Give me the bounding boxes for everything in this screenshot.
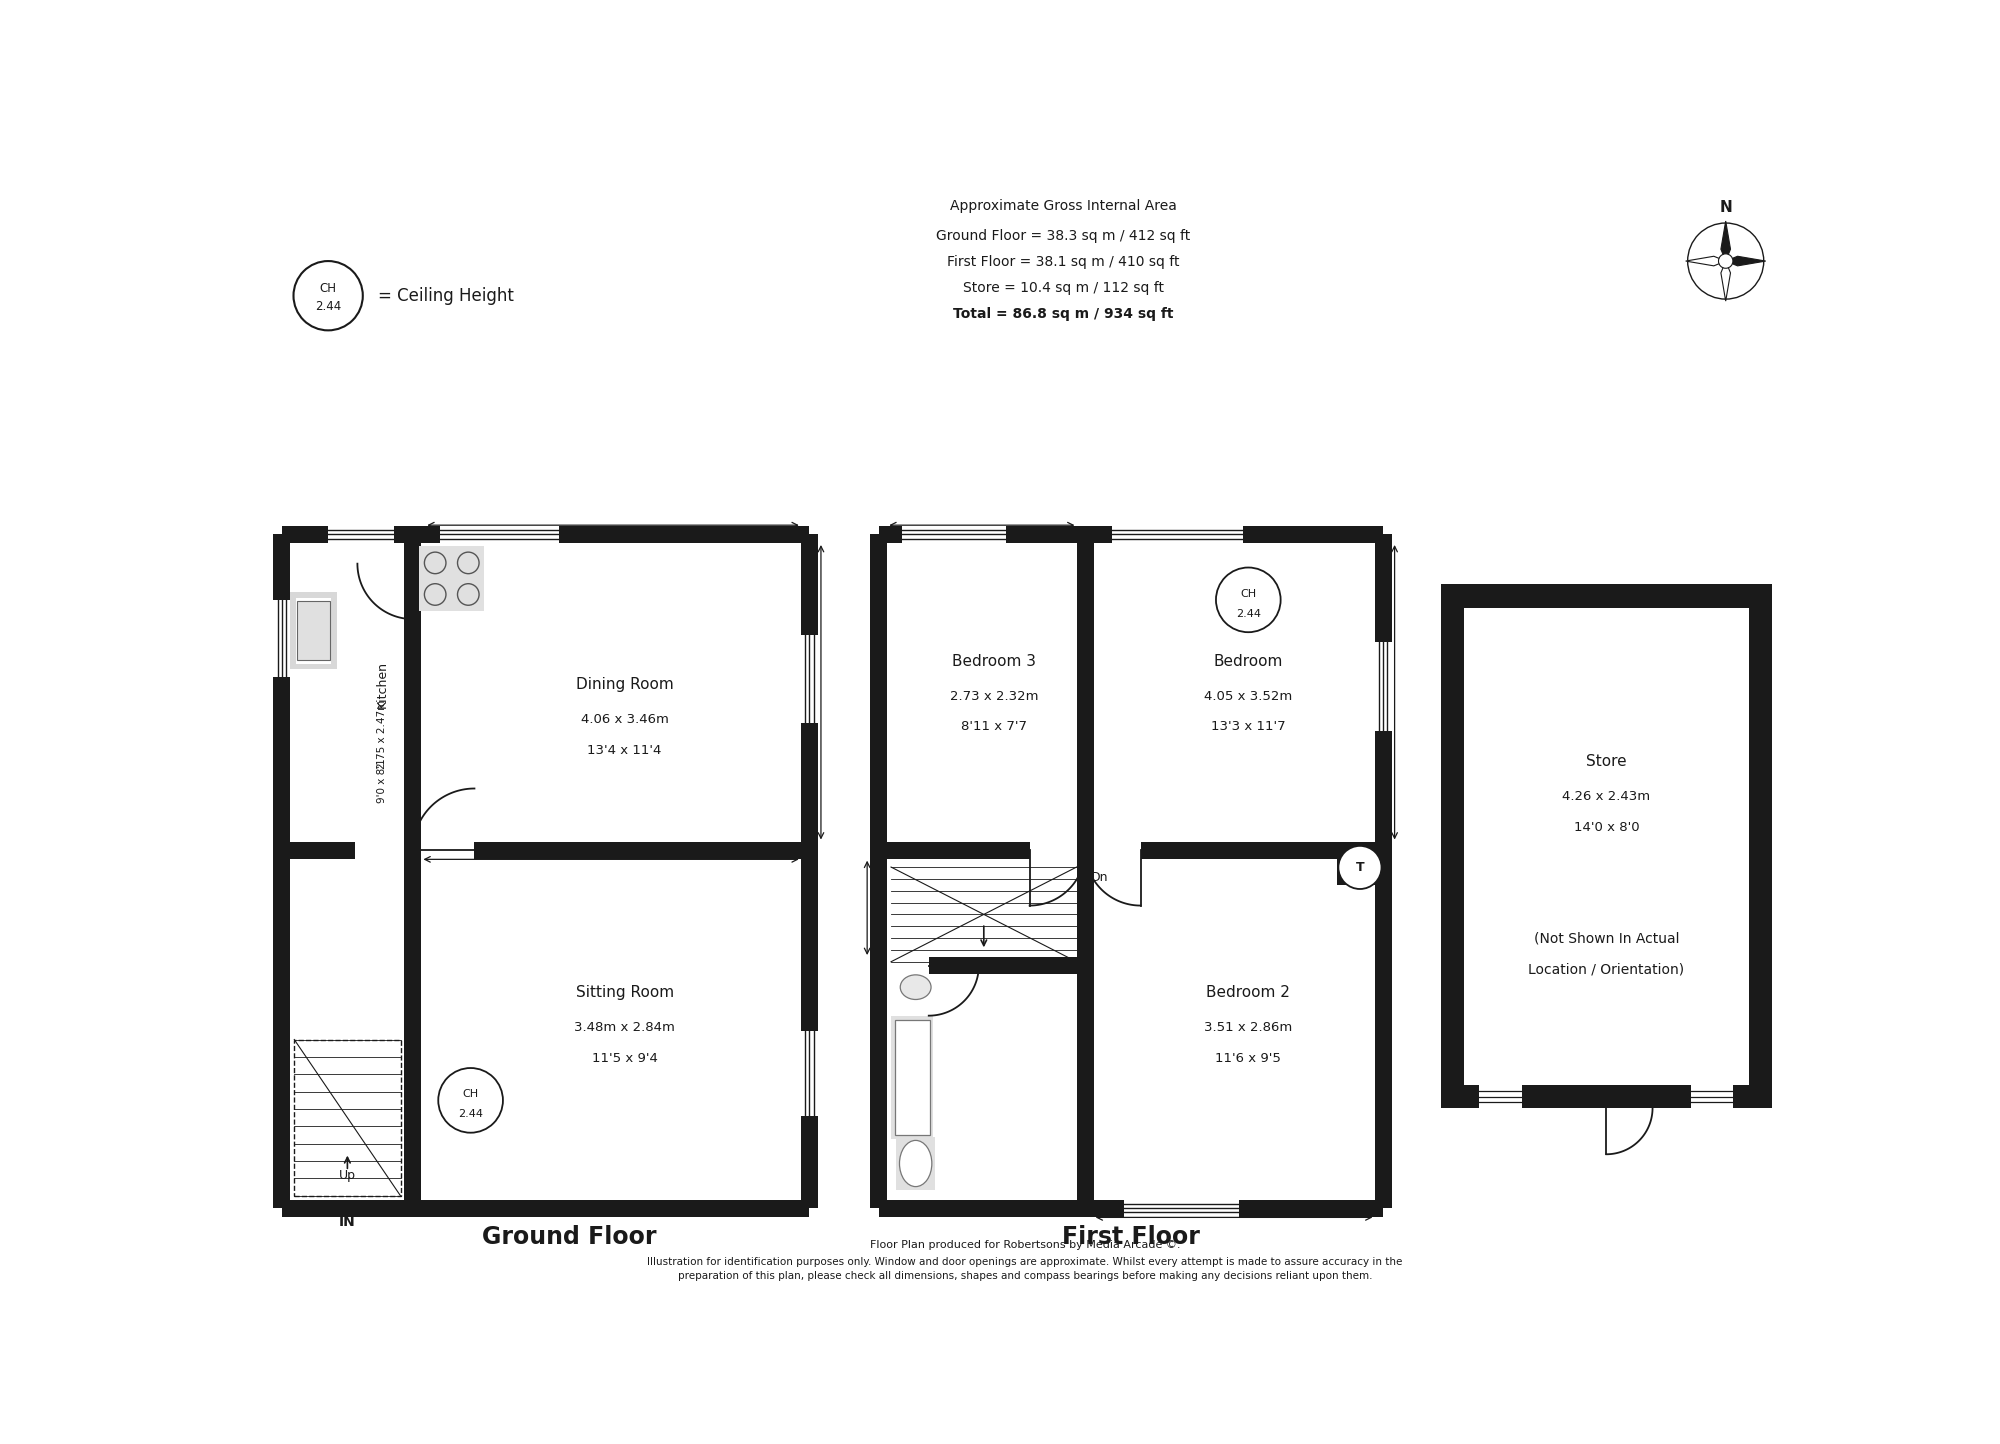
Bar bbox=[274, 534, 290, 1209]
Bar bbox=[404, 851, 422, 1031]
Text: 3.51 x 2.86m: 3.51 x 2.86m bbox=[1204, 1021, 1292, 1034]
Text: 14'0 x 8'0: 14'0 x 8'0 bbox=[1574, 820, 1640, 833]
Bar bbox=[800, 634, 818, 723]
Bar bbox=[440, 526, 560, 543]
Text: Bedroom 3: Bedroom 3 bbox=[952, 654, 1036, 669]
Text: Approximate Gross Internal Area: Approximate Gross Internal Area bbox=[950, 199, 1176, 214]
Bar bbox=[1112, 526, 1242, 543]
Text: Kitchen: Kitchen bbox=[376, 661, 388, 708]
Text: 11'5 x 9'4: 11'5 x 9'4 bbox=[592, 1051, 658, 1064]
Bar bbox=[282, 1200, 810, 1217]
Text: N: N bbox=[1720, 199, 1732, 215]
Text: CH: CH bbox=[320, 282, 336, 295]
Text: Store: Store bbox=[1586, 754, 1626, 770]
Text: First Floor = 38.1 sq m / 410 sq ft: First Floor = 38.1 sq m / 410 sq ft bbox=[948, 256, 1180, 269]
Bar bbox=[1336, 851, 1354, 885]
Bar bbox=[1692, 1084, 1734, 1108]
Polygon shape bbox=[1686, 256, 1726, 266]
Bar bbox=[878, 526, 1384, 543]
Text: 9'0 x 8'1: 9'0 x 8'1 bbox=[378, 758, 388, 803]
Text: 4.06 x 3.46m: 4.06 x 3.46m bbox=[580, 713, 668, 726]
Bar bbox=[1124, 1200, 1240, 1217]
Text: (Not Shown In Actual: (Not Shown In Actual bbox=[1534, 931, 1680, 946]
Bar bbox=[878, 1200, 1384, 1217]
Bar bbox=[294, 1040, 400, 1196]
Bar bbox=[1440, 1084, 1772, 1108]
Text: Illustration for identification purposes only. Window and door openings are appr: Illustration for identification purposes… bbox=[648, 1258, 1402, 1266]
Text: Ground Floor: Ground Floor bbox=[482, 1226, 656, 1249]
Bar bbox=[298, 601, 330, 660]
Text: Bedroom: Bedroom bbox=[1214, 654, 1282, 669]
Text: Bedroom 2: Bedroom 2 bbox=[1206, 985, 1290, 1001]
Bar bbox=[1076, 851, 1094, 1209]
Bar bbox=[1346, 868, 1374, 885]
Text: Dn: Dn bbox=[1090, 871, 1108, 884]
Text: 4.05 x 3.52m: 4.05 x 3.52m bbox=[1204, 690, 1292, 703]
Text: 2.75 x 2.47m: 2.75 x 2.47m bbox=[378, 700, 388, 770]
Bar bbox=[290, 592, 336, 669]
Bar bbox=[928, 957, 1086, 975]
Text: 8'11 x 7'7: 8'11 x 7'7 bbox=[962, 721, 1028, 734]
Bar bbox=[878, 842, 1030, 859]
Text: CH: CH bbox=[462, 1089, 478, 1099]
Text: Up: Up bbox=[338, 1170, 356, 1183]
Text: T: T bbox=[1356, 861, 1364, 874]
Bar bbox=[1374, 534, 1392, 1209]
Text: 13'4 x 11'4: 13'4 x 11'4 bbox=[588, 744, 662, 757]
Bar bbox=[1440, 596, 1464, 1096]
Text: preparation of this plan, please check all dimensions, shapes and compass bearin: preparation of this plan, please check a… bbox=[678, 1271, 1372, 1281]
Polygon shape bbox=[1720, 261, 1730, 302]
Bar bbox=[870, 534, 888, 1209]
Ellipse shape bbox=[900, 975, 932, 999]
Bar bbox=[404, 1031, 422, 1209]
Bar bbox=[894, 1019, 930, 1135]
Polygon shape bbox=[1720, 221, 1730, 261]
Bar bbox=[800, 1031, 818, 1116]
Bar bbox=[1076, 534, 1094, 851]
Text: 2.44: 2.44 bbox=[1236, 609, 1260, 618]
Circle shape bbox=[1718, 254, 1732, 269]
Bar bbox=[420, 546, 484, 611]
Bar bbox=[892, 1015, 934, 1139]
Bar bbox=[1140, 842, 1384, 859]
Bar bbox=[1374, 643, 1392, 731]
Text: 2.44: 2.44 bbox=[316, 300, 342, 313]
Bar bbox=[896, 1136, 934, 1190]
Text: CH: CH bbox=[1240, 589, 1256, 599]
Text: IN: IN bbox=[340, 1214, 356, 1229]
Text: 2.44: 2.44 bbox=[458, 1109, 484, 1119]
Bar bbox=[902, 526, 1006, 543]
Ellipse shape bbox=[900, 1141, 932, 1187]
Text: = Ceiling Height: = Ceiling Height bbox=[378, 287, 514, 305]
Text: Floor Plan produced for Robertsons by Media Arcade ©.: Floor Plan produced for Robertsons by Me… bbox=[870, 1240, 1180, 1251]
Text: 13'3 x 11'7: 13'3 x 11'7 bbox=[1210, 721, 1286, 734]
Text: Ground Floor = 38.3 sq m / 412 sq ft: Ground Floor = 38.3 sq m / 412 sq ft bbox=[936, 228, 1190, 243]
Text: Total = 86.8 sq m / 934 sq ft: Total = 86.8 sq m / 934 sq ft bbox=[954, 308, 1174, 321]
Polygon shape bbox=[1726, 256, 1766, 266]
Text: Dining Room: Dining Room bbox=[576, 677, 674, 692]
Bar bbox=[404, 534, 422, 851]
Text: Store = 10.4 sq m / 112 sq ft: Store = 10.4 sq m / 112 sq ft bbox=[964, 282, 1164, 295]
Bar bbox=[474, 842, 810, 859]
Bar bbox=[296, 598, 332, 664]
Text: 2.73 x 2.32m: 2.73 x 2.32m bbox=[950, 690, 1038, 703]
Text: First Floor: First Floor bbox=[1062, 1226, 1200, 1249]
Text: 3.48m x 2.84m: 3.48m x 2.84m bbox=[574, 1021, 676, 1034]
Bar bbox=[274, 599, 290, 677]
Bar bbox=[282, 526, 810, 543]
Text: Sitting Room: Sitting Room bbox=[576, 985, 674, 1001]
Text: 4.26 x 2.43m: 4.26 x 2.43m bbox=[1562, 790, 1650, 803]
Bar bbox=[800, 534, 818, 1209]
Bar bbox=[1440, 585, 1772, 608]
Bar bbox=[282, 842, 356, 859]
Text: 11'6 x 9'5: 11'6 x 9'5 bbox=[1216, 1051, 1282, 1064]
Bar bbox=[328, 526, 394, 543]
Text: Location / Orientation): Location / Orientation) bbox=[1528, 963, 1684, 976]
Circle shape bbox=[1338, 846, 1382, 890]
Bar bbox=[1748, 596, 1772, 1096]
Bar bbox=[1480, 1084, 1522, 1108]
